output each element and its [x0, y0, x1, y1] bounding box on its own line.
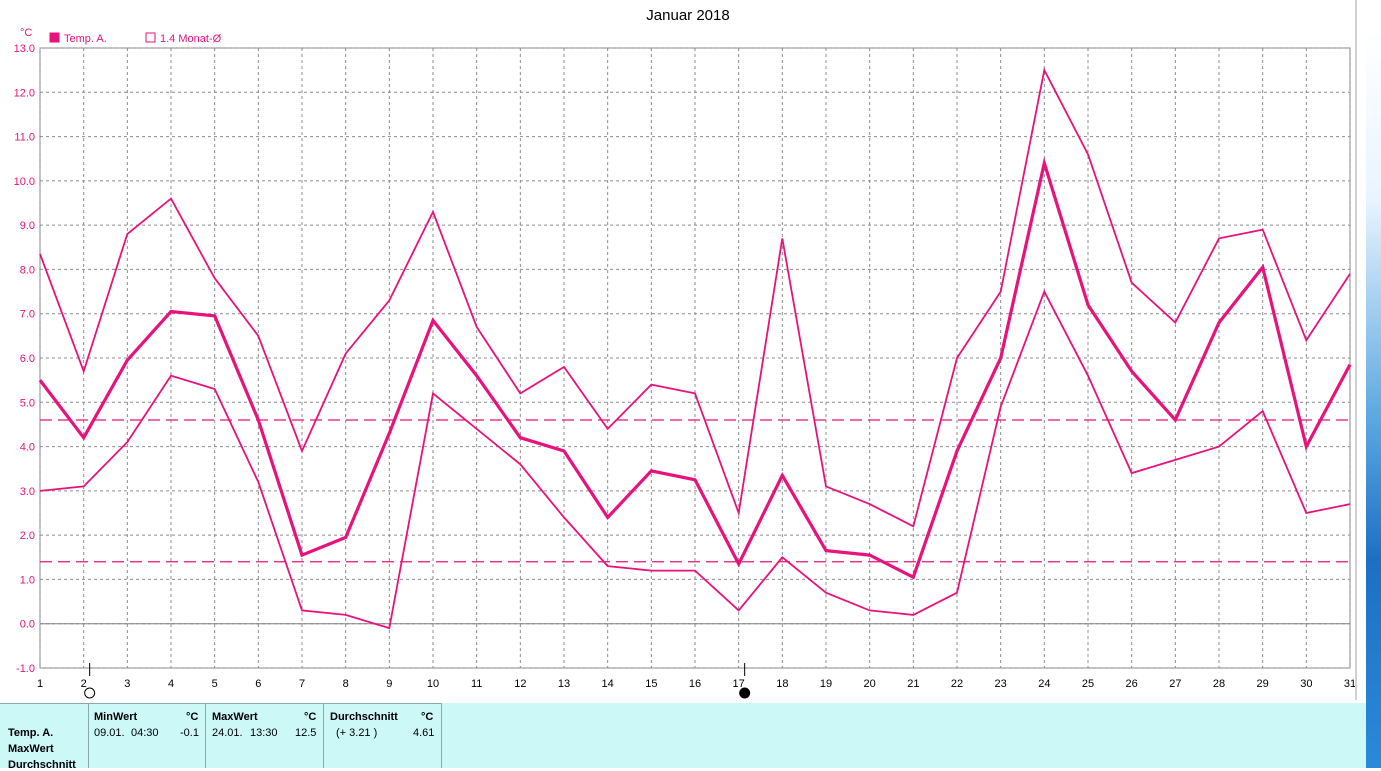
x-tick-label: 15: [645, 678, 657, 690]
grid: [39, 47, 1351, 669]
max-unit: °C: [304, 711, 317, 723]
x-tick-label: 4: [168, 678, 174, 690]
x-tick-label: 1: [37, 678, 43, 690]
legend-swatch: [49, 32, 60, 43]
stats-top-border: [0, 703, 442, 704]
max-date: 24.01.: [212, 727, 243, 739]
x-tick-label: 13: [558, 678, 570, 690]
y-tick-label: 7.0: [20, 309, 35, 321]
avg-value: 4.61: [413, 727, 435, 739]
series-line-mean: [38, 156, 1352, 580]
x-tick-label: 3: [124, 678, 130, 690]
x-tick-label: 5: [212, 678, 218, 690]
min-header: MinWert: [94, 711, 138, 723]
x-tick-label: 16: [689, 678, 701, 690]
x-tick-label: 7: [299, 678, 305, 690]
statistics-panel: Temp. A. MaxWert Durchschnitt MinWert °C…: [0, 703, 1366, 771]
legend-label: Temp. A.: [64, 33, 107, 45]
x-tick-label: 31: [1344, 678, 1356, 690]
min-date: 09.01.: [94, 727, 125, 739]
series-layer: [38, 67, 1352, 630]
y-tick-labels: -1.0 0.0 1.0 2.0 3.0 4.0 5.0 6.0 7.0 8.0 9.0 10.0 11…: [14, 43, 35, 675]
x-tick-label: 11: [471, 678, 482, 690]
row-label-temp: Temp. A.: [8, 727, 54, 739]
y-tick-label: -1.0: [16, 663, 35, 675]
max-time: 13:30: [250, 727, 278, 739]
moon-markers: [84, 663, 751, 699]
full-moon-icon: [84, 687, 96, 699]
y-tick-label: 0.0: [20, 619, 35, 631]
x-tick-label: 21: [907, 678, 919, 690]
x-tick-label: 26: [1126, 678, 1138, 690]
max-value: 12.5: [295, 727, 317, 739]
min-value: -0.1: [180, 727, 199, 739]
y-tick-label: 9.0: [20, 220, 35, 232]
legend: Temp. A. 1.4 Monat-Ø: [49, 32, 222, 45]
temperature-chart: Januar 2018 °C Temp. A. 1.4 Monat-Ø -1.0 0…: [14, 7, 1356, 699]
min-time: 04:30: [131, 727, 159, 739]
stats-divider: [323, 703, 324, 768]
y-axis-unit: °C: [20, 27, 32, 39]
y-tick-label: 13.0: [14, 43, 35, 55]
x-tick-label: 9: [386, 678, 392, 690]
y-tick-label: 3.0: [20, 486, 35, 498]
x-tick-label: 20: [864, 678, 876, 690]
x-tick-labels: 1 2 3 4 5 6 7 8 9 10 11 12 13 14 15 16 17 18 19 20 21 22 23 24 2…: [37, 678, 1356, 690]
y-tick-label: 5.0: [20, 397, 35, 409]
x-tick-label: 22: [951, 678, 963, 690]
x-tick-label: 28: [1213, 678, 1225, 690]
x-tick-label: 27: [1169, 678, 1181, 690]
legend-label: 1.4 Monat-Ø: [160, 33, 222, 45]
stats-divider: [88, 703, 89, 768]
x-tick-label: 12: [514, 678, 526, 690]
x-tick-label: 23: [995, 678, 1007, 690]
desktop-background-strip: [1366, 0, 1381, 768]
x-tick-label: 17: [733, 678, 745, 690]
max-header: MaxWert: [212, 711, 258, 723]
legend-swatch: [145, 32, 156, 43]
y-tick-label: 12.0: [14, 87, 35, 99]
y-tick-label: 10.0: [14, 176, 35, 188]
stats-divider: [441, 703, 442, 768]
avg-unit: °C: [421, 711, 434, 723]
series-line-min: [39, 289, 1351, 630]
row-label-avg: Durchschnitt: [8, 759, 76, 771]
x-tick-label: 2: [81, 678, 87, 690]
x-tick-label: 24: [1038, 678, 1050, 690]
x-tick-label: 29: [1257, 678, 1269, 690]
avg-header: Durchschnitt: [330, 711, 398, 723]
x-tick-label: 14: [602, 678, 614, 690]
x-tick-label: 30: [1300, 678, 1312, 690]
y-tick-label: 2.0: [20, 530, 35, 542]
x-tick-label: 25: [1082, 678, 1094, 690]
stats-divider: [205, 703, 206, 768]
x-tick-label: 18: [776, 678, 788, 690]
avg-diff: (+ 3.21 ): [336, 727, 378, 739]
series-line-max: [39, 67, 1351, 528]
min-unit: °C: [186, 711, 199, 723]
y-tick-label: 11.0: [14, 132, 35, 144]
x-tick-label: 10: [427, 678, 439, 690]
y-tick-label: 6.0: [20, 353, 35, 365]
chart-right-border: [1355, 0, 1357, 700]
chart-title: Januar 2018: [646, 7, 729, 24]
y-tick-label: 8.0: [20, 264, 35, 276]
row-label-max: MaxWert: [8, 743, 54, 755]
y-tick-label: 1.0: [20, 574, 35, 586]
x-tick-label: 6: [255, 678, 261, 690]
x-tick-label: 8: [343, 678, 349, 690]
new-moon-icon: [739, 687, 751, 699]
y-tick-label: 4.0: [20, 442, 35, 454]
x-tick-label: 19: [820, 678, 832, 690]
